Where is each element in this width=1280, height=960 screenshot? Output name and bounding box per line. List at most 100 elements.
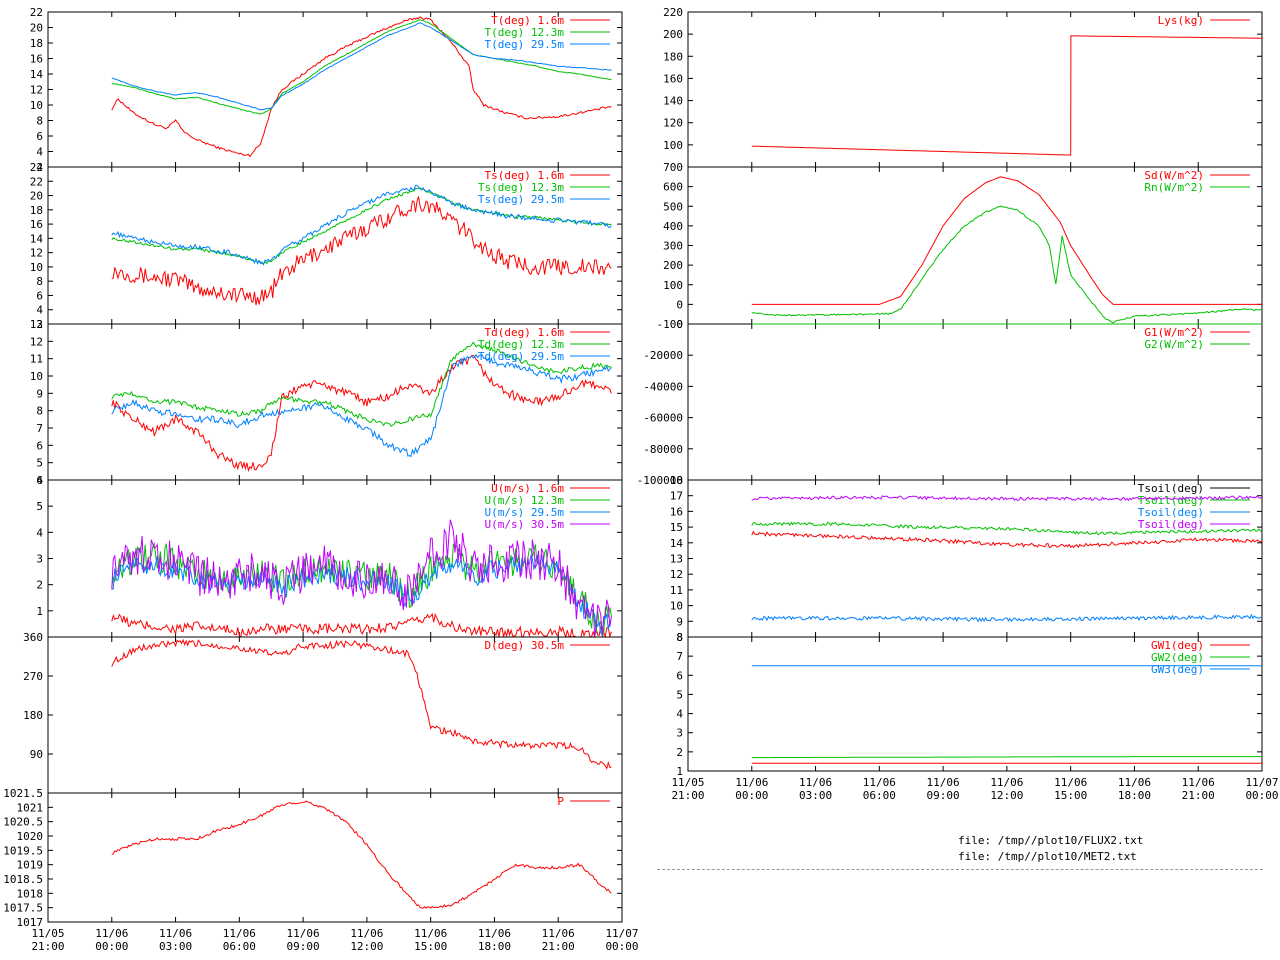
ytick-label-Ts: 4 <box>36 304 43 317</box>
legend-label-Tsoil: Tsoil(deg) <box>1138 506 1204 519</box>
plot-frame-GW <box>687 636 1263 772</box>
ytick-label-Td: 13 <box>30 318 43 331</box>
plot-frame-D <box>47 636 623 794</box>
ytick-label-Tsoil: 15 <box>670 521 683 534</box>
ytick-label-Rad: -100 <box>657 318 684 331</box>
xtick-date-right: 11/06 <box>927 776 960 789</box>
xtick-date-left: 11/06 <box>414 927 447 940</box>
series-line-Tsoil-1 <box>751 521 1263 536</box>
ytick-label-GW: 3 <box>676 727 683 740</box>
ytick-label-Rad: 600 <box>663 181 683 194</box>
ytick-label-GW: 6 <box>676 669 683 682</box>
xtick-date-left: 11/06 <box>478 927 511 940</box>
ytick-label-Tsoil: 9 <box>676 615 683 628</box>
ytick-label-Ts: 12 <box>30 247 43 260</box>
xtick-time-left: 09:00 <box>287 940 320 953</box>
xtick-date-right: 11/06 <box>863 776 896 789</box>
ytick-label-Tsoil: 11 <box>670 584 683 597</box>
series-line-U-1 <box>111 541 612 638</box>
xtick-time-right: 00:00 <box>735 789 768 802</box>
ytick-label-G: -80000 <box>643 443 683 456</box>
ytick-label-P: 1017.5 <box>3 902 43 915</box>
series-line-D-0 <box>111 638 612 770</box>
ytick-label-U: 6 <box>36 474 43 487</box>
xtick-date-left: 11/06 <box>95 927 128 940</box>
series-line-Tsoil-2 <box>751 613 1263 623</box>
series-line-Ts-1 <box>111 187 612 265</box>
ytick-label-Ts: 10 <box>30 261 43 274</box>
legend-label-U: U(m/s) 30.5m <box>485 518 565 531</box>
xtick-date-left: 11/06 <box>159 927 192 940</box>
xtick-time-left: 15:00 <box>414 940 447 953</box>
ytick-label-Ts: 14 <box>30 232 44 245</box>
ytick-label-T: 6 <box>36 130 43 143</box>
series-line-Td-2 <box>111 353 612 458</box>
ytick-label-Tsoil: 17 <box>670 490 683 503</box>
ytick-label-GW: 8 <box>676 631 683 644</box>
ytick-label-Td: 5 <box>36 457 43 470</box>
xtick-date-right: 11/06 <box>735 776 768 789</box>
file-path-met: file: /tmp//plot10/MET2.txt <box>958 850 1137 863</box>
series-line-Rad-0 <box>751 176 1262 305</box>
xtick-date-right: 11/06 <box>1182 776 1215 789</box>
ytick-label-GW: 2 <box>676 746 683 759</box>
ytick-label-T: 10 <box>30 99 43 112</box>
ytick-label-Ts: 18 <box>30 204 43 217</box>
ytick-label-T: 2 <box>36 161 43 174</box>
series-line-T-2 <box>111 22 612 111</box>
series-line-U-0 <box>111 612 612 639</box>
xtick-time-left: 06:00 <box>223 940 256 953</box>
xtick-time-left: 21:00 <box>542 940 575 953</box>
legend-label-Tsoil: Tsoil(deg) <box>1138 518 1204 531</box>
ytick-label-U: 5 <box>36 500 43 513</box>
ytick-label-P: 1018.5 <box>3 873 43 886</box>
ytick-label-G: -60000 <box>643 412 683 425</box>
ytick-label-T: 8 <box>36 115 43 128</box>
ytick-label-Td: 9 <box>36 387 43 400</box>
legend-label-Ts: Ts(deg) 1.6m <box>485 169 565 182</box>
ytick-label-P: 1019.5 <box>3 844 43 857</box>
ytick-label-Rad: 400 <box>663 220 683 233</box>
ytick-label-Tsoil: 12 <box>670 568 683 581</box>
xtick-time-right: 09:00 <box>927 789 960 802</box>
ytick-label-Rad: 100 <box>663 279 683 292</box>
ytick-label-Rad: 500 <box>663 200 683 213</box>
legend-label-Td: Td(deg) 1.6m <box>485 326 565 339</box>
ytick-label-P: 1020 <box>17 830 44 843</box>
ytick-label-P: 1021.5 <box>3 787 43 800</box>
xtick-time-left: 03:00 <box>159 940 192 953</box>
ytick-label-Td: 6 <box>36 439 43 452</box>
series-line-Td-1 <box>111 341 612 428</box>
separator-line <box>657 869 1263 870</box>
legend-label-T: T(deg) 12.3m <box>485 26 565 39</box>
series-line-Td-0 <box>111 354 612 473</box>
legend-label-U: U(m/s) 12.3m <box>485 494 565 507</box>
xtick-date-right: 11/06 <box>1118 776 1151 789</box>
series-line-P-0 <box>111 800 612 909</box>
ytick-label-Td: 11 <box>30 353 43 366</box>
ytick-label-D: 360 <box>23 631 43 644</box>
ytick-label-U: 1 <box>36 605 43 618</box>
xtick-time-right: 15:00 <box>1054 789 1087 802</box>
ytick-label-D: 180 <box>23 709 43 722</box>
xtick-date-right: 11/07 <box>1245 776 1278 789</box>
series-line-Tsoil-3 <box>751 494 1263 502</box>
ytick-label-G: -100000 <box>637 474 683 487</box>
ytick-label-U: 4 <box>36 526 43 539</box>
ytick-label-D: 90 <box>30 748 43 761</box>
ytick-label-P: 1020.5 <box>3 816 43 829</box>
xtick-time-left: 00:00 <box>95 940 128 953</box>
ytick-label-GW: 5 <box>676 688 683 701</box>
ytick-label-Ts: 24 <box>30 161 44 174</box>
xtick-date-left: 11/06 <box>350 927 383 940</box>
ytick-label-G: 0 <box>676 318 683 331</box>
legend-label-GW: GW3(deg) <box>1151 663 1204 676</box>
ytick-label-Lys: 160 <box>663 72 683 85</box>
xtick-time-right: 12:00 <box>990 789 1023 802</box>
xtick-date-left: 11/06 <box>542 927 575 940</box>
series-line-Ts-0 <box>111 196 612 306</box>
ytick-label-T: 12 <box>30 84 43 97</box>
series-line-Ts-2 <box>111 184 612 266</box>
ytick-label-Td: 4 <box>36 474 43 487</box>
ytick-label-Lys: 100 <box>663 139 683 152</box>
